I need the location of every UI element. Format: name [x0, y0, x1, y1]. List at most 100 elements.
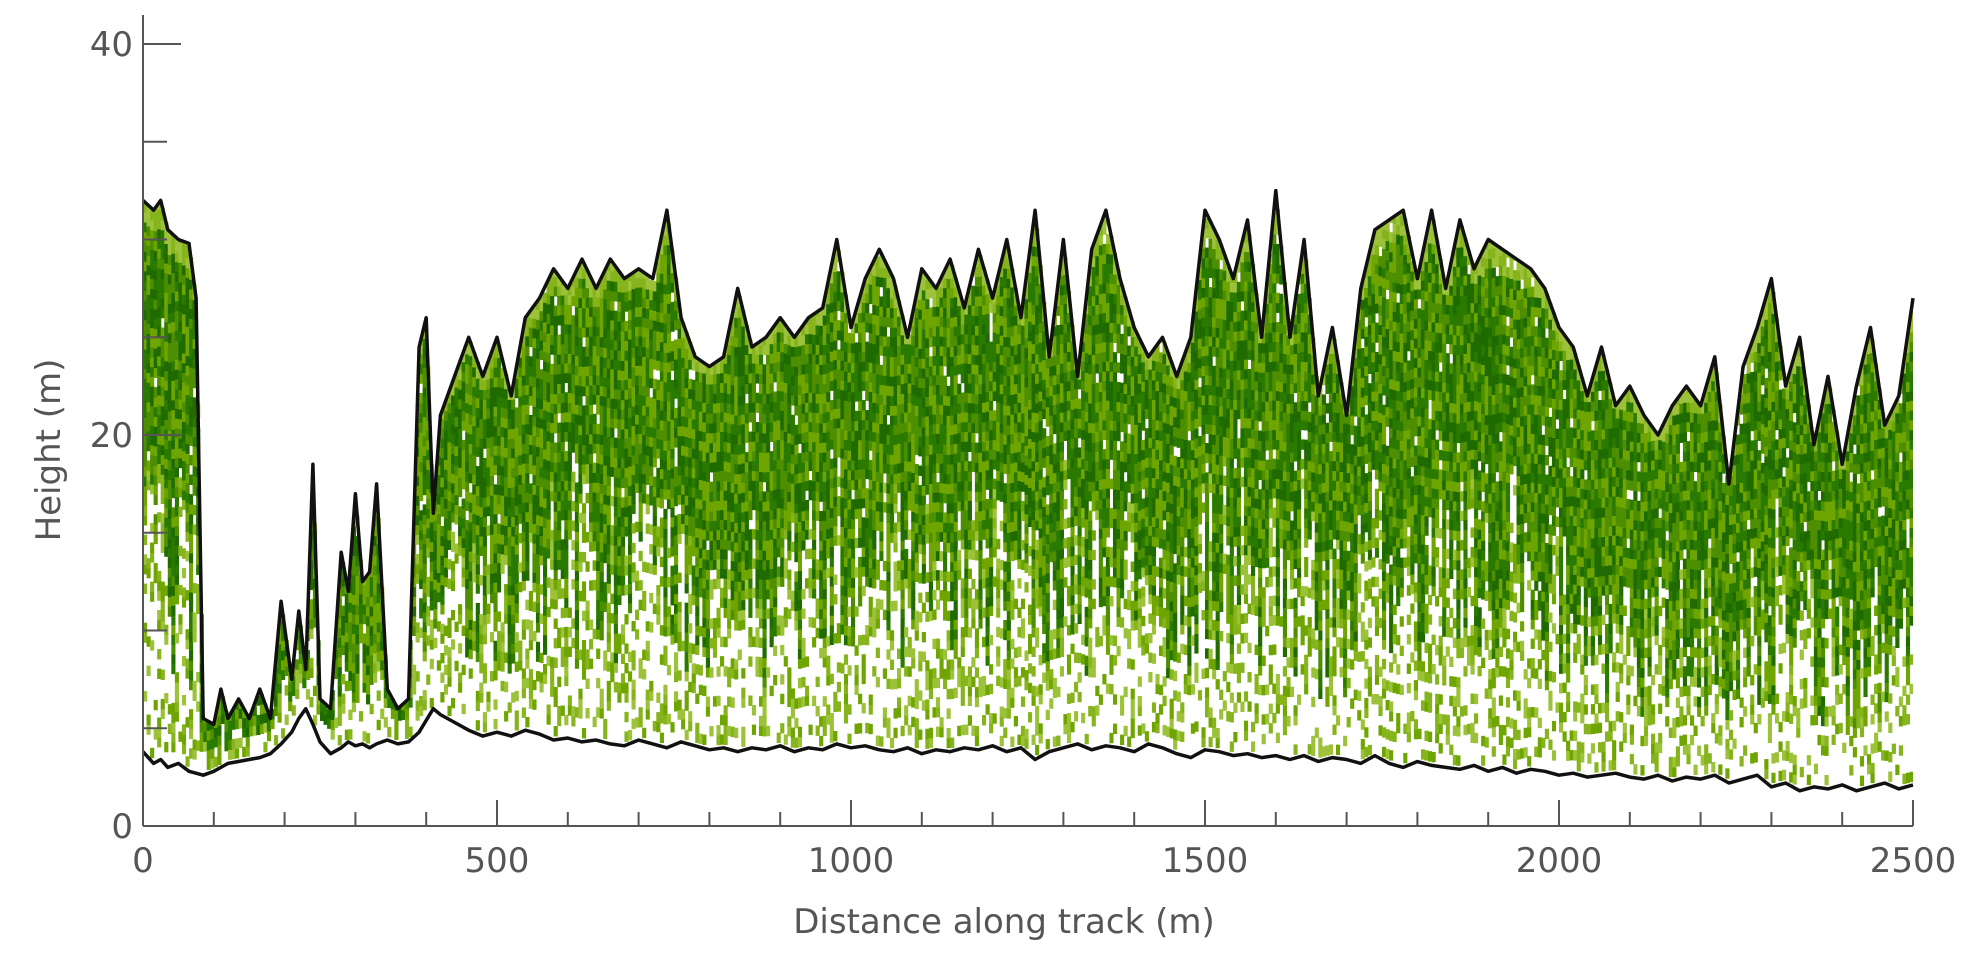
- canopy-cell: [475, 602, 480, 614]
- canopy-cell: [153, 299, 158, 310]
- canopy-cell: [819, 569, 824, 581]
- canopy-cell: [840, 497, 845, 508]
- canopy-cell: [606, 387, 611, 398]
- canopy-cell: [783, 489, 788, 501]
- canopy-cell: [843, 361, 849, 372]
- canopy-cell: [794, 698, 799, 709]
- canopy-cell: [146, 313, 151, 325]
- canopy-cell: [472, 464, 477, 475]
- canopy-cell: [613, 682, 618, 693]
- canopy-cell: [737, 512, 742, 524]
- canopy-cell: [638, 472, 643, 484]
- canopy-cell: [642, 727, 647, 739]
- canopy-cell: [758, 402, 764, 414]
- canopy-cell: [553, 452, 558, 463]
- canopy-cell: [181, 431, 187, 442]
- canopy-cell: [252, 725, 257, 736]
- canopy-cell: [532, 308, 537, 319]
- canopy-cell: [663, 655, 668, 666]
- canopy-cell: [422, 582, 427, 593]
- canopy-cell: [674, 525, 679, 536]
- canopy-cell: [797, 570, 803, 581]
- canopy-cell: [185, 717, 190, 728]
- canopy-cell: [702, 441, 707, 452]
- canopy-cell: [518, 445, 523, 456]
- canopy-cell: [160, 288, 165, 299]
- canopy-cell: [674, 691, 679, 702]
- canopy-cell: [649, 495, 654, 506]
- canopy-cell: [620, 370, 626, 381]
- canopy-cell: [843, 703, 849, 714]
- canopy-cell: [734, 463, 739, 475]
- canopy-cell: [663, 235, 668, 246]
- canopy-cell: [599, 424, 604, 436]
- canopy-cell: [171, 722, 176, 733]
- canopy-cell: [560, 705, 565, 716]
- canopy-cell: [840, 409, 845, 420]
- canopy-cell: [635, 580, 640, 591]
- canopy-cell: [433, 608, 438, 619]
- canopy-cell: [769, 333, 774, 345]
- canopy-cell: [189, 601, 194, 613]
- canopy-cell: [167, 606, 172, 617]
- canopy-cell: [702, 587, 707, 599]
- canopy-cell: [681, 640, 686, 652]
- canopy-cell: [702, 382, 707, 394]
- canopy-cell: [380, 630, 385, 641]
- canopy-cell: [734, 473, 739, 484]
- canopy-cell: [705, 549, 710, 561]
- canopy-cell: [574, 521, 580, 532]
- canopy-cell: [525, 345, 530, 356]
- canopy-cell: [412, 664, 417, 676]
- canopy-cell: [815, 569, 820, 580]
- canopy-cell: [808, 489, 813, 501]
- canopy-cell: [404, 700, 410, 710]
- canopy-cell: [426, 674, 431, 685]
- canopy-cell: [599, 483, 604, 494]
- canopy-cell: [727, 452, 732, 463]
- canopy-cell: [780, 371, 785, 382]
- canopy-cell: [553, 471, 558, 483]
- canopy-cell: [645, 435, 650, 446]
- canopy-cell: [174, 447, 179, 458]
- canopy-cell: [146, 235, 151, 246]
- canopy-cell: [465, 490, 470, 502]
- canopy-cell: [546, 499, 551, 510]
- canopy-cell: [666, 440, 672, 451]
- canopy-cell: [475, 446, 480, 457]
- canopy-cell: [507, 594, 512, 606]
- canopy-cell: [171, 732, 176, 743]
- canopy-cell: [497, 367, 502, 378]
- canopy-cell: [776, 615, 781, 626]
- canopy-cell: [617, 692, 622, 703]
- canopy-cell: [504, 603, 509, 614]
- canopy-cell: [698, 577, 703, 588]
- canopy-cell: [511, 447, 516, 459]
- canopy-cell: [613, 525, 618, 537]
- canopy-cell: [567, 363, 572, 374]
- canopy-cell: [656, 389, 661, 400]
- canopy-cell: [766, 530, 771, 541]
- canopy-cell: [578, 551, 583, 563]
- canopy-cell: [454, 426, 459, 437]
- canopy-cell: [677, 465, 682, 476]
- canopy-cell: [741, 599, 746, 611]
- canopy-cell: [143, 456, 148, 467]
- canopy-cell: [178, 369, 183, 381]
- canopy-cell: [603, 601, 608, 613]
- canopy-cell: [684, 416, 689, 428]
- canopy-cell: [436, 572, 441, 583]
- canopy-cell: [178, 418, 183, 430]
- canopy-cell: [535, 563, 541, 574]
- canopy-cell: [712, 451, 718, 463]
- canopy-cell: [189, 728, 194, 740]
- canopy-cell: [723, 363, 728, 374]
- canopy-cell: [585, 444, 590, 455]
- canopy-cell: [589, 541, 594, 552]
- canopy-cell: [440, 447, 445, 459]
- canopy-cell: [447, 461, 452, 472]
- canopy-cell: [815, 500, 820, 512]
- canopy-cell: [620, 575, 626, 586]
- canopy-cell: [486, 505, 491, 517]
- canopy-cell: [486, 447, 491, 458]
